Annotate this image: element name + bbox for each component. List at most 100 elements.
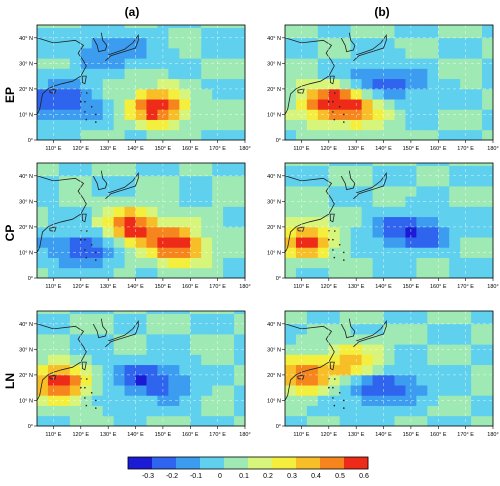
- heatmap-cell: [339, 415, 352, 427]
- heatmap-cell: [295, 395, 308, 406]
- heatmap-cell: [306, 395, 319, 406]
- heatmap-cell: [405, 48, 417, 59]
- heatmap-cell: [328, 88, 341, 100]
- heatmap-cell: [383, 226, 395, 238]
- heatmap-cell: [190, 163, 202, 166]
- korea-outline: [92, 170, 108, 191]
- heatmap-cell: [383, 48, 395, 59]
- heatmap-cell: [394, 165, 406, 177]
- lon-tick-label: 170° E: [457, 432, 474, 438]
- heatmap-cell: [135, 415, 147, 427]
- heatmap-cell: [179, 25, 191, 28]
- heatmap-cell: [339, 226, 352, 238]
- heatmap-cell: [350, 334, 363, 345]
- heatmap-cell: [223, 27, 235, 39]
- taiwan-outline: [81, 75, 87, 85]
- heatmap-cell: [427, 119, 439, 131]
- heatmap-cell: [317, 206, 330, 218]
- heatmap-cell: [80, 257, 93, 269]
- heatmap-cell: [69, 311, 82, 314]
- heatmap-cell: [482, 99, 494, 110]
- heatmap-cell: [80, 405, 93, 417]
- heatmap-cell: [339, 37, 352, 49]
- heatmap-cell: [47, 109, 60, 120]
- heatmap-cell: [124, 58, 136, 69]
- heatmap-cell: [285, 78, 297, 90]
- heatmap-cell: [361, 415, 373, 427]
- heatmap-cell: [471, 237, 483, 248]
- lat-tick-label: 30° N: [19, 61, 33, 67]
- heatmap-cell: [201, 216, 213, 228]
- heatmap-cell: [179, 58, 191, 69]
- heatmap-cell: [37, 267, 49, 279]
- heatmap-cell: [179, 88, 191, 100]
- heatmap-cell: [383, 119, 395, 131]
- heatmap-cell: [102, 119, 115, 131]
- heatmap-cell: [201, 99, 213, 110]
- heatmap-cell: [190, 311, 202, 314]
- heatmap-cell: [223, 58, 235, 69]
- island-dot: [343, 121, 345, 123]
- lon-tick-label: 180°: [239, 432, 250, 438]
- taiwan-outline: [329, 213, 335, 223]
- heatmap-cell: [124, 186, 136, 197]
- heatmap-cell: [179, 334, 191, 345]
- lon-tick-label: 180°: [487, 146, 498, 152]
- heatmap-cell: [317, 237, 330, 248]
- heatmap-cell: [113, 313, 125, 325]
- heatmap-cell: [223, 165, 235, 177]
- colorbar-tick-label: -0.2: [166, 473, 178, 480]
- coastline: [36, 323, 87, 401]
- heatmap-cell: [361, 163, 373, 166]
- heatmap-cell: [91, 267, 104, 279]
- heatmap-cell: [223, 374, 235, 386]
- heatmap-cell: [179, 415, 191, 427]
- heatmap-cell: [471, 313, 483, 325]
- heatmap-cell: [223, 78, 235, 90]
- heatmap-cell: [350, 119, 363, 131]
- heatmap-cell: [58, 267, 71, 279]
- heatmap-cell: [179, 196, 191, 207]
- heatmap-cell: [146, 163, 158, 166]
- heatmap-cell: [58, 237, 71, 248]
- heatmap-cell: [58, 344, 71, 355]
- heatmap-cell: [223, 206, 235, 218]
- heatmap-cell: [37, 247, 49, 258]
- heatmap-cell: [157, 364, 169, 376]
- lon-tick-label: 110° E: [293, 146, 309, 152]
- heatmap-cell: [113, 78, 125, 90]
- heatmap-cell: [482, 237, 494, 248]
- heatmap-cell: [306, 37, 319, 49]
- heatmap-cell: [179, 374, 191, 386]
- heatmap-cell: [135, 175, 147, 187]
- heatmap-cell: [135, 364, 147, 376]
- heatmap-cell: [328, 267, 341, 279]
- heatmap-cell: [306, 323, 319, 335]
- heatmap-cell: [328, 374, 341, 386]
- heatmap-cell: [124, 78, 136, 90]
- heatmap-cell: [146, 313, 158, 325]
- heatmap-cell: [124, 25, 136, 28]
- heatmap-cell: [285, 175, 297, 187]
- heatmap-cell: [438, 257, 450, 269]
- heatmap-cell: [460, 119, 472, 131]
- heatmap-cell: [168, 237, 180, 248]
- colorbar: -0.3 -0.2 -0.1 0 0.1 0.2 0.3 0.4 0.5 0.6: [127, 456, 369, 480]
- heatmap-cell: [102, 405, 115, 417]
- heatmap-cell: [47, 334, 60, 345]
- heatmap-cell: [234, 165, 246, 177]
- heatmap-cell: [58, 364, 71, 376]
- island-dot: [95, 121, 97, 123]
- heatmap-cell: [471, 216, 483, 228]
- lon-tick-label: 140° E: [375, 432, 392, 438]
- heatmap-cell: [394, 119, 406, 131]
- hainan-outline: [49, 88, 57, 94]
- heatmap-cell: [179, 344, 191, 355]
- heatmap-cell: [394, 163, 406, 166]
- heatmap-cell: [394, 267, 406, 279]
- heatmap-cell: [80, 374, 93, 386]
- heatmap-cell: [482, 163, 494, 166]
- coastline: [284, 323, 335, 401]
- lat-tick-label: 30° N: [267, 199, 281, 205]
- heatmap-cell: [37, 313, 49, 325]
